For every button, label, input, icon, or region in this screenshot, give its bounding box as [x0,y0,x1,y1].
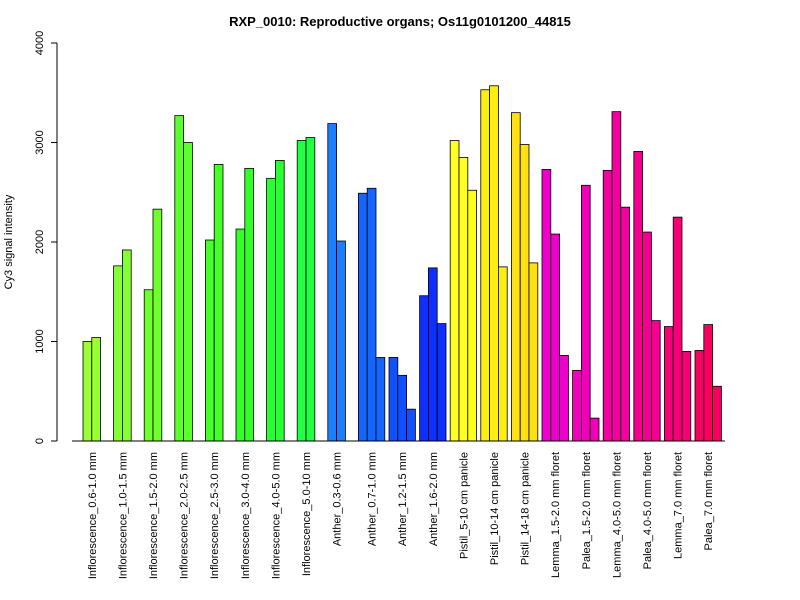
bar [581,184,591,442]
bar [510,112,521,442]
bar [664,326,674,442]
bar-series [82,85,722,442]
bar [528,262,539,442]
x-tick-label: Inflorescence_2.5-3.0 mm [209,452,221,579]
bar [712,385,722,442]
bar [519,144,530,442]
x-tick-label: Lemma_1.5-2.0 mm floret [550,452,562,578]
chart-title: RXP_0010: Reproductive organs; Os11g0101… [229,14,571,29]
y-tick-label: 3000 [34,130,46,154]
bar [458,157,469,442]
bar [366,187,377,442]
bar [672,216,683,442]
bar [91,337,102,442]
bar [375,357,386,442]
x-tick-label: Inflorescence_4.0-5.0 mm [270,452,282,579]
bar [266,177,276,442]
bar [497,266,508,442]
x-tick-label: Inflorescence_1.0-1.5 mm [117,452,129,579]
x-tick-label: Anther_1.2-1.5 mm [397,452,409,546]
bar [274,160,285,442]
x-tick-label: Inflorescence_1.5-2.0 mm [148,452,160,579]
bar [336,240,346,442]
bar [204,239,215,442]
y-axis-label: Cy3 signal intensity [3,194,15,289]
bar [467,189,477,442]
bar [82,341,93,442]
bar [296,140,307,442]
bar [174,115,185,442]
bar [305,137,316,442]
bar [183,142,193,442]
bar [550,233,560,442]
bar [559,355,569,442]
y-tick-label: 1000 [34,329,46,353]
bar [602,169,613,442]
x-tick-label: Anther_1.6-2.0 mm [428,452,440,546]
x-tick-label: Palea_7.0 mm floret [703,452,715,550]
bar [388,357,399,442]
bar [406,408,416,442]
bar [541,168,552,442]
y-tick-label: 0 [34,438,46,444]
bar [620,206,630,442]
y-axis: 0 1000 2000 3000 4000 [34,31,58,444]
bar [419,295,429,442]
bar [357,192,368,442]
bar [572,369,582,442]
x-tick-label: Pistil_14-18 cm panicle [520,452,532,565]
x-tick-label: Inflorescence_3.0-4.0 mm [240,452,252,579]
bar [611,111,622,442]
x-tick-label: Pistil_5-10 cm panicle [458,452,470,559]
bar [651,320,661,442]
bar [642,231,652,442]
x-tick-label: Inflorescence_2.0-2.5 mm [179,452,191,579]
y-tick-label: 2000 [34,230,46,254]
x-tick-label: Anther_0.3-0.6 mm [332,452,344,546]
x-tick-label: Lemma_4.0-5.0 mm floret [611,452,623,578]
bar [244,167,255,442]
bar [235,228,246,442]
x-tick-label: Anther_0.7-1.0 mm [367,452,379,546]
bar [152,208,163,442]
bar [633,151,643,442]
bar [327,123,337,442]
bar [681,351,692,442]
x-tick-label: Inflorescence_0.6-1.0 mm [87,452,99,579]
bar [213,163,224,442]
x-tick-label: Palea_4.0-5.0 mm floret [642,452,654,569]
x-tick-label: Pistil_10-14 cm panicle [489,452,501,565]
x-tick-label: Lemma_7.0 mm floret [673,452,685,559]
bar [113,265,123,442]
bar [449,140,460,442]
bar [397,374,407,442]
x-tick-label: Inflorescence_5.0-10 mm [301,452,313,576]
bar [694,350,705,442]
bar [436,323,447,442]
x-axis-labels: Inflorescence_0.6-1.0 mm Inflorescence_1.… [87,452,715,579]
bar [122,249,132,442]
x-tick-label: Palea_1.5-2.0 mm floret [581,452,593,569]
y-tick-label: 4000 [34,31,46,55]
bar [143,289,154,442]
bar [480,89,490,442]
bar [589,417,600,442]
bar [703,324,713,442]
bar [489,85,499,442]
bar [427,267,438,442]
